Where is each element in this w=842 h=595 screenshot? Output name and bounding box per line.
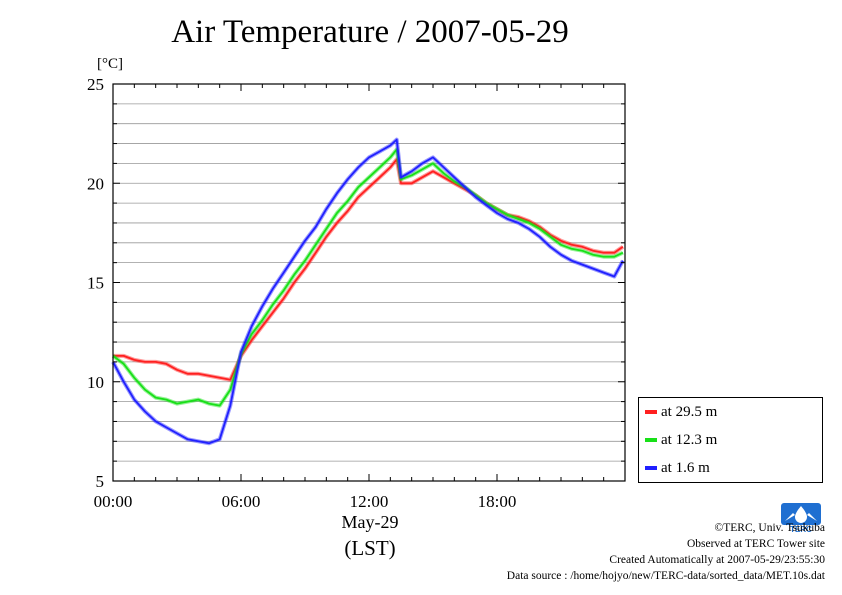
legend-item-29-5m: at 29.5 m bbox=[645, 402, 717, 422]
legend-item-1-6m: at 1.6 m bbox=[645, 458, 710, 478]
credit-source: Data source : /home/hojyo/new/TERC-data/… bbox=[506, 570, 825, 582]
legend-swatch-blue bbox=[645, 466, 657, 470]
legend-label: at 29.5 m bbox=[661, 403, 718, 420]
credit-copyright: ©TERC, Univ. Tsukuba bbox=[714, 522, 825, 534]
legend: at 29.5 m at 12.3 m at 1.6 m bbox=[638, 397, 823, 483]
series-line bbox=[112, 138, 624, 445]
x-axis-date-label: May-29 bbox=[341, 512, 399, 532]
y-tick-label: 25 bbox=[87, 75, 104, 94]
y-tick-label: 20 bbox=[87, 174, 104, 193]
x-tick-label: 12:00 bbox=[350, 492, 389, 511]
legend-swatch-green bbox=[645, 438, 657, 442]
y-tick-label: 10 bbox=[87, 373, 104, 392]
series-halo bbox=[113, 157, 625, 382]
logo-text: TERC bbox=[790, 525, 812, 534]
series-halo bbox=[111, 137, 625, 446]
legend-label: at 12.3 m bbox=[661, 431, 718, 448]
y-axis-unit: [°C] bbox=[97, 56, 123, 72]
x-tick-label: 18:00 bbox=[478, 492, 517, 511]
series-line bbox=[112, 148, 624, 407]
y-tick-label: 15 bbox=[87, 274, 104, 293]
series-layer bbox=[111, 137, 625, 446]
legend-label: at 1.6 m bbox=[661, 459, 710, 476]
terc-logo-icon bbox=[781, 503, 821, 525]
x-tick-label: 00:00 bbox=[94, 492, 133, 511]
legend-swatch-red bbox=[645, 410, 657, 414]
grid-lines bbox=[113, 103, 625, 462]
credit-observed: Observed at TERC Tower site bbox=[686, 538, 825, 550]
credits-block: ©TERC, Univ. Tsukuba Observed at TERC To… bbox=[507, 520, 825, 584]
x-tick-label: 06:00 bbox=[222, 492, 261, 511]
x-axis-timezone-label: (LST) bbox=[344, 536, 396, 560]
series-line bbox=[113, 158, 624, 381]
y-tick-label: 5 bbox=[96, 472, 105, 491]
legend-item-12-3m: at 12.3 m bbox=[645, 430, 717, 450]
axis-ticks: 00:00 06:00 12:00 18:00 5 10 15 20 25 bbox=[87, 75, 626, 511]
chart-title: Air Temperature / 2007-05-29 bbox=[171, 14, 569, 50]
credit-created: Created Automatically at 2007-05-29/23:5… bbox=[609, 554, 825, 566]
